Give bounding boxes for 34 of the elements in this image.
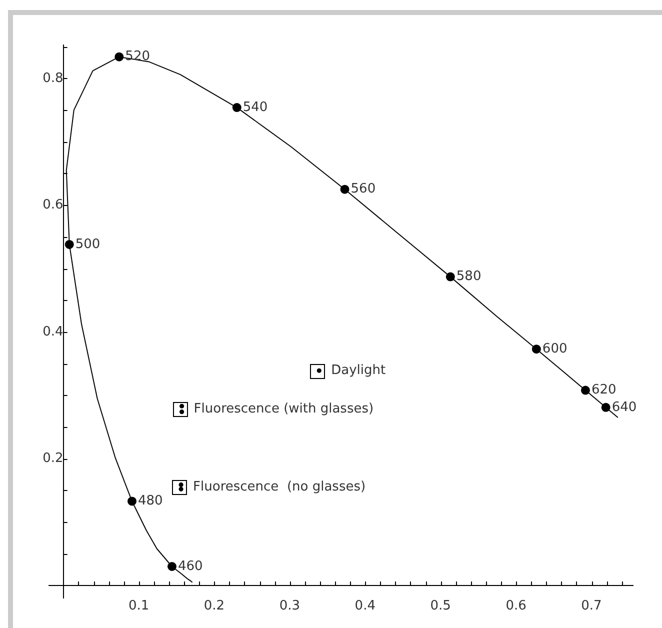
x-tick-label: 0.1 — [128, 598, 150, 614]
point — [128, 496, 136, 506]
point — [446, 272, 455, 282]
annotation: Fluorescence (no glasses) — [193, 480, 366, 495]
annotation: 460 — [178, 558, 203, 574]
annotation: Fluorescence (with glasses) — [194, 402, 374, 417]
annotation: 500 — [75, 236, 100, 252]
point — [580, 386, 590, 395]
point — [340, 184, 350, 194]
annotation: 560 — [350, 182, 376, 197]
point — [179, 404, 184, 408]
annotation: Daylight — [331, 363, 386, 378]
point — [232, 103, 242, 112]
y-tick-label: 0.2 — [42, 451, 64, 466]
x-tick-label: 0.4 — [354, 598, 376, 614]
annotation: 540 — [242, 100, 268, 115]
annotation: 580 — [456, 269, 482, 284]
y-tick-label: 0.6 — [42, 198, 64, 213]
x-tick-label: 0.6 — [506, 598, 526, 614]
annotation: 640 — [612, 400, 637, 415]
point — [114, 52, 124, 62]
point — [532, 344, 541, 354]
y-tick-label: 0.4 — [42, 324, 64, 340]
point — [64, 240, 74, 249]
x-tick-label: 0.3 — [279, 598, 300, 614]
annotation: 620 — [591, 382, 616, 398]
x-tick-label: 0.5 — [430, 598, 451, 614]
point — [167, 562, 176, 572]
annotation: 480 — [138, 494, 163, 509]
point — [601, 402, 610, 412]
x-tick-label: 0.2 — [204, 598, 225, 614]
y-tick-label: 0.8 — [42, 70, 64, 86]
x-tick-label: 0.7 — [581, 598, 602, 614]
annotation: 600 — [542, 341, 568, 356]
